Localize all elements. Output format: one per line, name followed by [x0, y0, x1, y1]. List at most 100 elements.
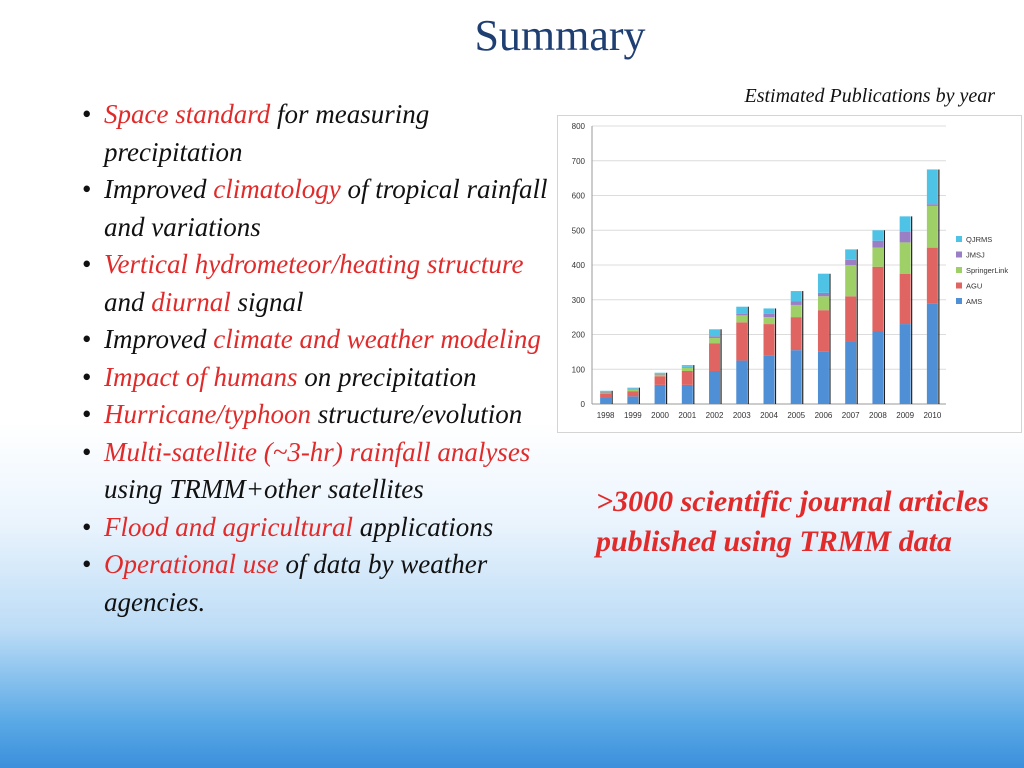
bar-segment-ams — [654, 384, 666, 404]
bullet-text: signal — [230, 286, 304, 317]
bar-segment-agu — [627, 391, 639, 397]
bullet-item: • Improved climate and weather modeling — [82, 321, 552, 359]
bar-segment-qjrms — [763, 308, 775, 314]
legend-swatch — [956, 282, 962, 289]
bar-segment-springerlink — [790, 304, 802, 318]
bar-segment-agu — [681, 370, 693, 385]
legend-swatch — [956, 267, 962, 273]
bar-segment-ams — [926, 303, 938, 404]
bar-segment-jmsj — [600, 391, 612, 393]
bullet-item: • Vertical hydrometeor/heating structure … — [82, 246, 552, 321]
bar-segment-springerlink — [872, 247, 884, 267]
x-tick-label: 2002 — [706, 411, 724, 420]
chart-canvas: 0 100 200 300 400 500 600 700 800 1998 1999 2000 200… — [572, 122, 1009, 420]
bar-segment-jmsj — [926, 204, 938, 206]
y-tick-label: 600 — [572, 192, 586, 201]
bullet-text: and — [104, 286, 152, 317]
bullet-highlight-text: Space standard — [104, 99, 271, 129]
bar-segment-qjrms — [600, 390, 612, 392]
bullet-marker: • — [82, 99, 92, 129]
y-tick-label: 700 — [572, 157, 586, 166]
x-tick-label: 2001 — [678, 411, 696, 420]
bar-segment-springerlink — [899, 242, 911, 274]
bar-segment-springerlink — [627, 389, 639, 392]
bar-segment-qjrms — [817, 273, 829, 293]
bullet-highlight-text: Hurricane/typhoon — [104, 399, 311, 429]
bullet-list: • Space standard for measuring precipitat… — [82, 96, 552, 621]
bar-segment-jmsj — [899, 231, 911, 243]
callout-text: >3000 scientific journal articles publis… — [596, 485, 989, 558]
bar-segment-qjrms — [899, 216, 911, 232]
bar-segment-springerlink — [763, 317, 775, 325]
y-tick-label: 200 — [572, 331, 586, 340]
bullet-text: applications — [353, 511, 494, 542]
bar-segment-ams — [709, 370, 721, 404]
x-tick-label: 1998 — [597, 411, 615, 420]
bar-segment-qjrms — [654, 372, 666, 374]
bullet-text: of tropical rainfall and variations — [104, 174, 548, 242]
bar-segment-agu — [817, 310, 829, 352]
bullet-marker: • — [82, 549, 92, 579]
bar-segment-agu — [926, 247, 938, 304]
bullet-marker: • — [82, 399, 92, 429]
bullet-item: • Space standard for measuring precipitat… — [82, 96, 552, 171]
bar-segment-agu — [845, 296, 857, 342]
bullet-item: • Multi-satellite (~3-hr) rainfall analys… — [82, 434, 552, 509]
bar-segment-springerlink — [600, 392, 612, 394]
bar-segment-agu — [600, 393, 612, 398]
bar-segment-springerlink — [681, 367, 693, 371]
bar-segment-agu — [790, 317, 802, 351]
bar-segment-ams — [736, 360, 748, 404]
y-tick-label: 100 — [572, 365, 586, 374]
bar-segment-jmsj — [790, 301, 802, 305]
legend-label: SpringerLink — [966, 266, 1008, 275]
bar-segment-ams — [899, 324, 911, 404]
bullet-text: on precipitation — [297, 361, 477, 392]
bar-segment-agu — [736, 322, 748, 361]
bar-segment-agu — [654, 376, 666, 385]
legend-swatch — [956, 236, 962, 242]
bullet-marker: • — [82, 511, 92, 542]
bullet-marker: • — [82, 249, 92, 279]
bullet-marker: • — [82, 361, 92, 392]
bullet-item: • Hurricane/typhoon structure/evolution — [82, 396, 552, 434]
bar-segment-springerlink — [709, 337, 721, 344]
bullet-highlight-text: climate and weather modeling — [213, 324, 541, 354]
bullet-item: • Improved climatology of tropical rainfa… — [82, 171, 552, 246]
bar-segment-qjrms — [736, 306, 748, 314]
bar-segment-jmsj — [709, 336, 721, 338]
bar-segment-qjrms — [627, 387, 639, 389]
bar-segment-ams — [790, 350, 802, 404]
bar-segment-jmsj — [845, 259, 857, 265]
bar-segment-agu — [763, 324, 775, 356]
bar-segment-ams — [681, 384, 693, 404]
x-tick-label: 2007 — [842, 411, 860, 420]
bar-segment-springerlink — [926, 205, 938, 248]
bar-segment-qjrms — [681, 365, 693, 367]
bar-segment-ams — [600, 397, 612, 404]
bar-segment-qjrms — [845, 249, 857, 260]
bullet-highlight-text: Vertical hydrometeor/heating structure — [104, 249, 524, 279]
bar-segment-jmsj — [627, 388, 639, 390]
bar-segment-ams — [817, 351, 829, 404]
x-tick-label: 2005 — [787, 411, 805, 420]
bar-segment-ams — [627, 396, 639, 404]
slide-title: Summary — [474, 11, 646, 60]
bullet-text: structure/evolution — [310, 399, 523, 429]
bar-segment-agu — [709, 343, 721, 371]
legend-label: JMSJ — [966, 251, 985, 260]
y-tick-label: 400 — [572, 261, 586, 270]
x-tick-label: 2010 — [923, 411, 941, 420]
bar-segment-jmsj — [872, 240, 884, 248]
y-tick-label: 0 — [581, 400, 586, 409]
bar-segment-qjrms — [790, 291, 802, 302]
bullet-marker: • — [82, 436, 92, 467]
bar-segment-ams — [763, 355, 775, 404]
bullet-text: Improved — [104, 174, 214, 204]
bar-segment-jmsj — [681, 366, 693, 368]
x-tick-label: 2009 — [896, 411, 914, 420]
y-tick-label: 500 — [572, 226, 586, 235]
bar-segment-springerlink — [736, 315, 748, 323]
bar-segment-jmsj — [654, 373, 666, 375]
bullet-highlight-text: diurnal — [151, 286, 231, 317]
